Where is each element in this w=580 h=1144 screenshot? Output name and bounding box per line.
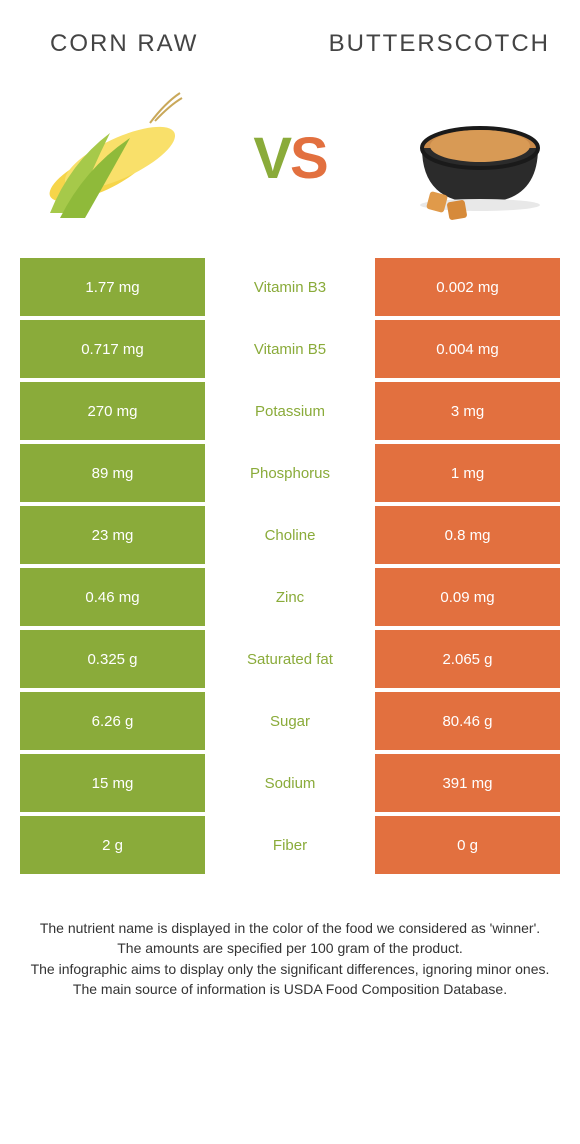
images-row: VS bbox=[0, 68, 580, 258]
right-value: 3 mg bbox=[375, 382, 560, 440]
right-value: 0.8 mg bbox=[375, 506, 560, 564]
footnote: The nutrient name is displayed in the co… bbox=[0, 878, 580, 1019]
title-right: BUTTERSCOTCH bbox=[329, 30, 550, 58]
right-value: 0.09 mg bbox=[375, 568, 560, 626]
nutrient-label: Vitamin B3 bbox=[205, 258, 375, 316]
table-row: 2 g Fiber 0 g bbox=[20, 816, 560, 874]
nutrient-label: Fiber bbox=[205, 816, 375, 874]
vs-s: S bbox=[290, 126, 327, 191]
nutrient-label: Sodium bbox=[205, 754, 375, 812]
right-value: 2.065 g bbox=[375, 630, 560, 688]
right-value: 0.004 mg bbox=[375, 320, 560, 378]
header: CORN RAW BUTTERSCOTCH bbox=[0, 0, 580, 68]
left-value: 89 mg bbox=[20, 444, 205, 502]
nutrient-label: Phosphorus bbox=[205, 444, 375, 502]
table-row: 89 mg Phosphorus 1 mg bbox=[20, 444, 560, 502]
footnote-line: The main source of information is USDA F… bbox=[30, 979, 550, 999]
right-value: 0 g bbox=[375, 816, 560, 874]
left-value: 23 mg bbox=[20, 506, 205, 564]
left-value: 0.46 mg bbox=[20, 568, 205, 626]
table-row: 23 mg Choline 0.8 mg bbox=[20, 506, 560, 564]
table-row: 1.77 mg Vitamin B3 0.002 mg bbox=[20, 258, 560, 316]
left-value: 6.26 g bbox=[20, 692, 205, 750]
footnote-line: The amounts are specified per 100 gram o… bbox=[30, 938, 550, 958]
table-row: 270 mg Potassium 3 mg bbox=[20, 382, 560, 440]
footnote-line: The nutrient name is displayed in the co… bbox=[30, 918, 550, 938]
nutrient-label: Zinc bbox=[205, 568, 375, 626]
right-value: 1 mg bbox=[375, 444, 560, 502]
right-value: 0.002 mg bbox=[375, 258, 560, 316]
left-value: 15 mg bbox=[20, 754, 205, 812]
left-value: 0.717 mg bbox=[20, 320, 205, 378]
table-row: 6.26 g Sugar 80.46 g bbox=[20, 692, 560, 750]
left-value: 0.325 g bbox=[20, 630, 205, 688]
left-value: 2 g bbox=[20, 816, 205, 874]
butterscotch-image bbox=[380, 83, 550, 233]
vs-v: V bbox=[253, 126, 290, 191]
title-left: CORN RAW bbox=[50, 30, 198, 58]
comparison-table: 1.77 mg Vitamin B3 0.002 mg 0.717 mg Vit… bbox=[0, 258, 580, 874]
nutrient-label: Choline bbox=[205, 506, 375, 564]
nutrient-label: Sugar bbox=[205, 692, 375, 750]
nutrient-label: Potassium bbox=[205, 382, 375, 440]
table-row: 0.717 mg Vitamin B5 0.004 mg bbox=[20, 320, 560, 378]
footnote-line: The infographic aims to display only the… bbox=[30, 959, 550, 979]
right-value: 391 mg bbox=[375, 754, 560, 812]
corn-image bbox=[30, 83, 200, 233]
vs-label: VS bbox=[253, 125, 326, 192]
table-row: 0.325 g Saturated fat 2.065 g bbox=[20, 630, 560, 688]
nutrient-label: Saturated fat bbox=[205, 630, 375, 688]
right-value: 80.46 g bbox=[375, 692, 560, 750]
left-value: 1.77 mg bbox=[20, 258, 205, 316]
table-row: 15 mg Sodium 391 mg bbox=[20, 754, 560, 812]
nutrient-label: Vitamin B5 bbox=[205, 320, 375, 378]
table-row: 0.46 mg Zinc 0.09 mg bbox=[20, 568, 560, 626]
left-value: 270 mg bbox=[20, 382, 205, 440]
